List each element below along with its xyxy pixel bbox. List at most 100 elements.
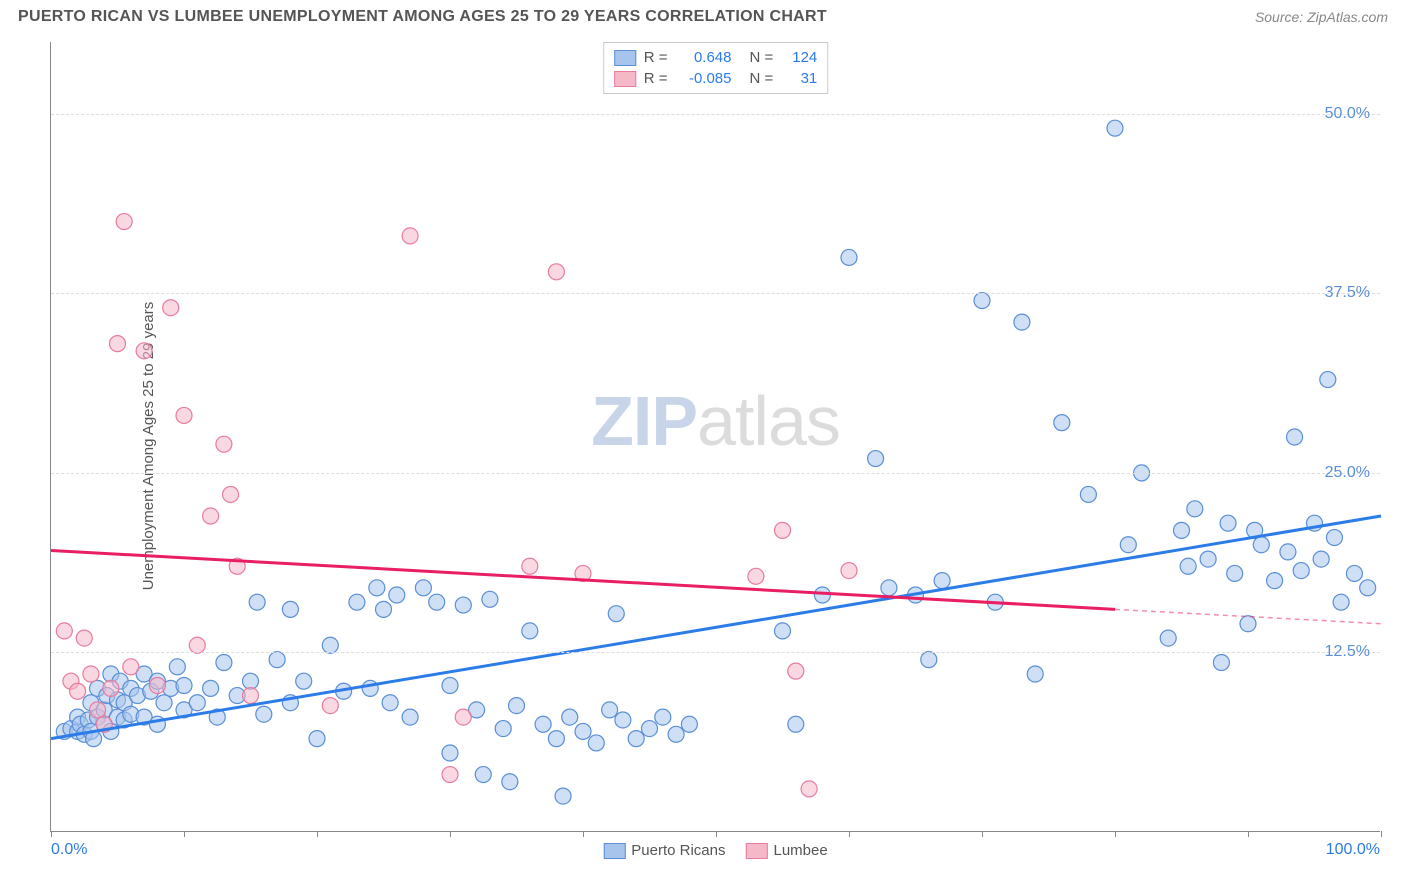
data-point [522, 558, 538, 574]
data-point [562, 709, 578, 725]
data-point [176, 677, 192, 693]
data-point [608, 606, 624, 622]
data-point [116, 214, 132, 230]
data-point [243, 688, 259, 704]
data-point [90, 702, 106, 718]
data-point [103, 680, 119, 696]
r-label: R = [644, 49, 668, 66]
data-point [548, 731, 564, 747]
data-point [349, 594, 365, 610]
data-point [1227, 565, 1243, 581]
data-point [256, 706, 272, 722]
data-point [1360, 580, 1376, 596]
data-point [788, 716, 804, 732]
data-point [509, 698, 525, 714]
y-tick-label: 37.5% [1325, 284, 1370, 302]
trend-line [51, 516, 1381, 739]
data-point [429, 594, 445, 610]
data-point [974, 293, 990, 309]
chart-title: PUERTO RICAN VS LUMBEE UNEMPLOYMENT AMON… [18, 8, 827, 26]
legend-swatch [614, 71, 636, 87]
data-point [814, 587, 830, 603]
data-point [495, 721, 511, 737]
data-point [668, 726, 684, 742]
data-point [56, 623, 72, 639]
data-point [243, 673, 259, 689]
data-point [748, 568, 764, 584]
data-point [1267, 573, 1283, 589]
data-point [382, 695, 398, 711]
data-point [136, 343, 152, 359]
data-point [602, 702, 618, 718]
r-value: 0.648 [676, 49, 732, 66]
data-point [1014, 314, 1030, 330]
data-point [921, 652, 937, 668]
data-point [628, 731, 644, 747]
data-point [322, 637, 338, 653]
data-point [1054, 415, 1070, 431]
data-point [1080, 486, 1096, 502]
grid-line [51, 652, 1380, 653]
data-point [1213, 655, 1229, 671]
chart-plot-area: ZIPatlas R =0.648N =124R =-0.085N =31 Pu… [50, 42, 1380, 832]
legend-swatch [614, 50, 636, 66]
data-point [482, 591, 498, 607]
data-point [1287, 429, 1303, 445]
data-point [1253, 537, 1269, 553]
source-attribution: Source: ZipAtlas.com [1255, 9, 1388, 25]
correlation-legend: R =0.648N =124R =-0.085N =31 [603, 42, 829, 94]
data-point [249, 594, 265, 610]
data-point [176, 407, 192, 423]
data-point [788, 663, 804, 679]
data-point [1180, 558, 1196, 574]
x-tick [1248, 831, 1249, 837]
data-point [1313, 551, 1329, 567]
data-point [189, 637, 205, 653]
data-point [1174, 522, 1190, 538]
r-value: -0.085 [676, 70, 732, 87]
data-point [322, 698, 338, 714]
x-tick [184, 831, 185, 837]
x-max-label: 100.0% [1326, 841, 1380, 859]
data-point [442, 767, 458, 783]
data-point [83, 666, 99, 682]
data-point [548, 264, 564, 280]
y-tick-label: 25.0% [1325, 464, 1370, 482]
legend-series-label: Lumbee [774, 842, 828, 859]
data-point [801, 781, 817, 797]
data-point [475, 767, 491, 783]
scatter-svg [51, 42, 1380, 831]
data-point [522, 623, 538, 639]
data-point [1200, 551, 1216, 567]
data-point [455, 709, 471, 725]
data-point [402, 709, 418, 725]
data-point [223, 486, 239, 502]
data-point [1220, 515, 1236, 531]
data-point [615, 712, 631, 728]
data-point [881, 580, 897, 596]
data-point [1120, 537, 1136, 553]
data-point [269, 652, 285, 668]
data-point [1160, 630, 1176, 646]
data-point [555, 788, 571, 804]
data-point [934, 573, 950, 589]
legend-swatch [603, 843, 625, 859]
data-point [216, 655, 232, 671]
data-point [376, 601, 392, 617]
data-point [775, 623, 791, 639]
y-tick-label: 12.5% [1325, 643, 1370, 661]
x-tick [982, 831, 983, 837]
data-point [1333, 594, 1349, 610]
series-legend: Puerto RicansLumbee [603, 842, 827, 859]
data-point [455, 597, 471, 613]
data-point [76, 630, 92, 646]
n-label: N = [750, 49, 774, 66]
x-tick [450, 831, 451, 837]
y-tick-label: 50.0% [1325, 105, 1370, 123]
data-point [655, 709, 671, 725]
data-point [681, 716, 697, 732]
data-point [1027, 666, 1043, 682]
data-point [1293, 563, 1309, 579]
legend-stat-row: R =-0.085N =31 [614, 68, 818, 89]
data-point [1346, 565, 1362, 581]
